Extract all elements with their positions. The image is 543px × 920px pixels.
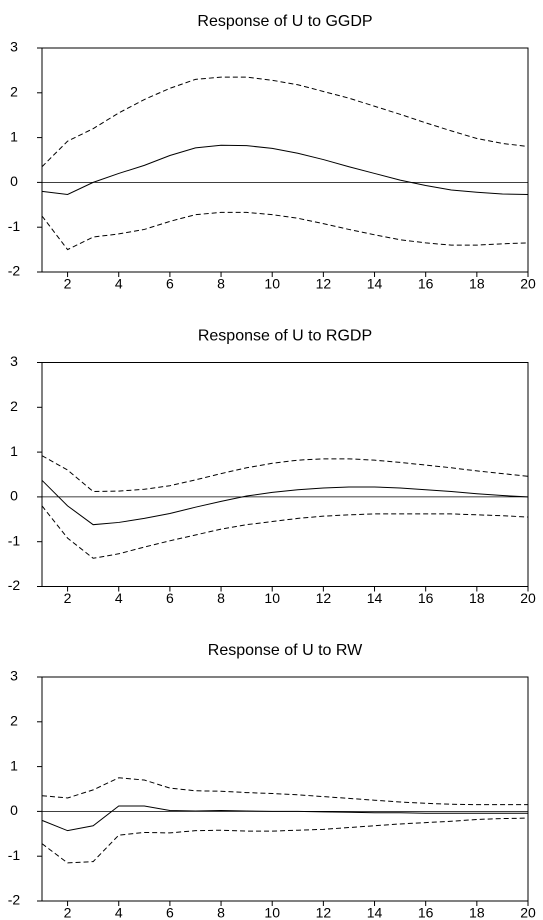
x-tick-label: 8 <box>217 905 225 920</box>
chart-title: Response of U to RGDP <box>198 328 372 345</box>
x-tick-label: 4 <box>115 276 123 292</box>
plot-frame <box>41 676 529 902</box>
x-tick-label: 14 <box>367 590 383 606</box>
x-tick-label: 2 <box>64 276 72 292</box>
y-tick-label: 2 <box>10 84 18 100</box>
x-tick-label: 10 <box>264 276 280 292</box>
x-tick-label: 12 <box>316 276 332 292</box>
y-tick-label: 1 <box>10 443 18 459</box>
y-tick-label: 0 <box>10 488 18 504</box>
x-tick-label: 8 <box>217 590 225 606</box>
x-tick-label: 4 <box>115 590 123 606</box>
y-tick-label: -2 <box>8 577 21 593</box>
x-tick-label: 6 <box>166 905 174 920</box>
y-tick-label: 2 <box>10 398 18 414</box>
x-tick-label: 18 <box>469 590 485 606</box>
x-tick-label: 18 <box>469 905 485 920</box>
y-tick-label: 3 <box>10 353 18 369</box>
x-tick-label: 2 <box>64 905 72 920</box>
series-line <box>41 479 529 526</box>
x-tick-label: 20 <box>520 590 536 606</box>
y-tick-label: 0 <box>10 173 18 189</box>
x-tick-label: 16 <box>418 905 434 920</box>
series-line <box>41 455 529 493</box>
y-tick-label: -1 <box>8 847 21 863</box>
y-tick-label: -2 <box>8 263 21 279</box>
plot-frame <box>41 362 529 587</box>
x-tick-label: 10 <box>264 590 280 606</box>
x-tick-label: 4 <box>115 905 123 920</box>
series-line <box>41 144 529 196</box>
x-tick-label: 12 <box>316 590 332 606</box>
x-tick-label: 20 <box>520 905 536 920</box>
y-tick-label: 1 <box>10 757 18 773</box>
chart-title: Response of U to RW <box>208 642 363 659</box>
chart-title: Response of U to GGDP <box>197 13 372 30</box>
x-tick-label: 6 <box>166 590 174 606</box>
y-tick-label: 3 <box>10 39 18 55</box>
x-tick-label: 8 <box>217 276 225 292</box>
x-tick-label: 18 <box>469 276 485 292</box>
y-tick-label: 0 <box>10 802 18 818</box>
series-line <box>41 777 528 806</box>
series-line <box>41 817 529 864</box>
x-tick-label: 14 <box>367 276 383 292</box>
x-tick-label: 16 <box>418 590 434 606</box>
series-line <box>41 505 529 559</box>
series-line <box>41 211 529 251</box>
y-tick-label: 3 <box>10 668 18 684</box>
plot-frame <box>41 47 529 273</box>
x-tick-label: 6 <box>166 276 174 292</box>
x-tick-label: 16 <box>418 276 434 292</box>
x-tick-label: 12 <box>316 905 332 920</box>
x-tick-label: 20 <box>520 276 536 292</box>
y-tick-label: 1 <box>10 128 18 144</box>
y-tick-label: -2 <box>8 892 21 908</box>
x-tick-label: 14 <box>367 905 383 920</box>
x-tick-label: 10 <box>264 905 280 920</box>
y-tick-label: 2 <box>10 713 18 729</box>
y-tick-label: -1 <box>8 532 21 548</box>
y-tick-label: -1 <box>8 218 21 234</box>
series-line <box>41 76 529 168</box>
x-tick-label: 2 <box>64 590 72 606</box>
series-line <box>41 805 528 832</box>
